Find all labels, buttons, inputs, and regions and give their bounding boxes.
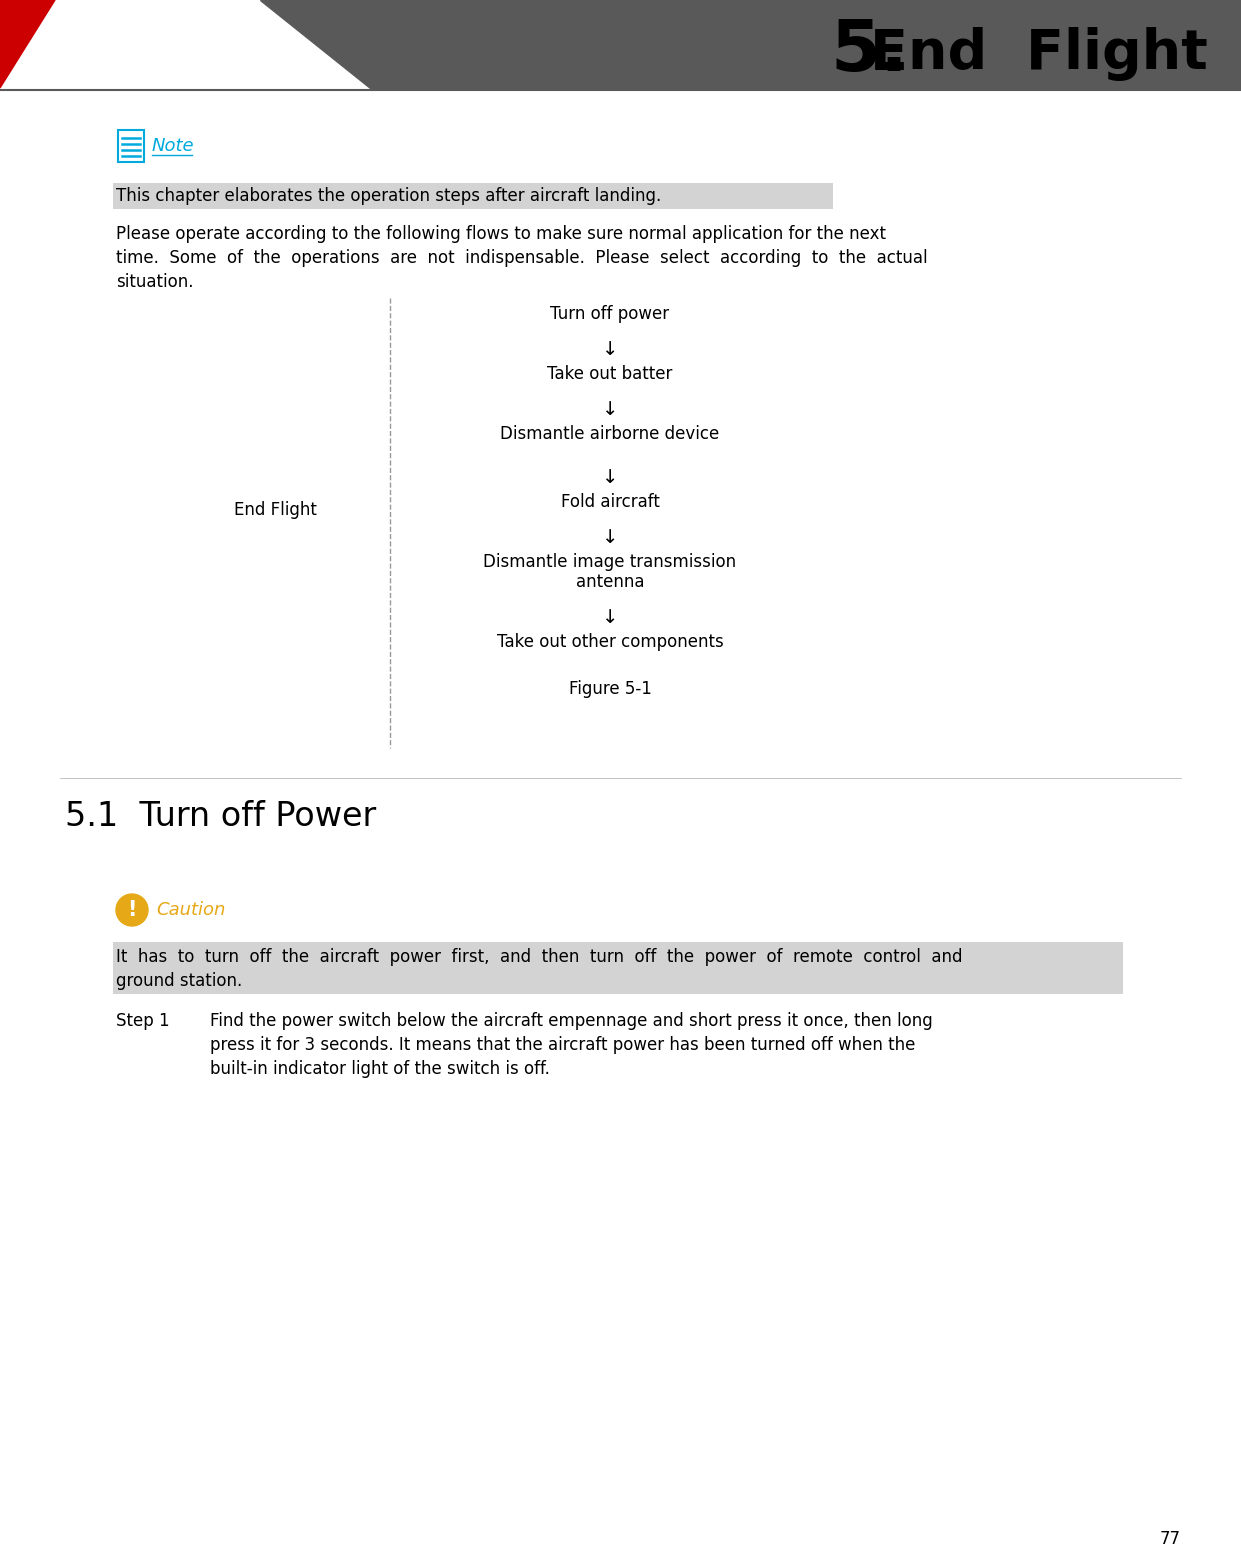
Text: 5.1  Turn off Power: 5.1 Turn off Power bbox=[65, 800, 376, 833]
Text: ↓: ↓ bbox=[602, 608, 618, 626]
Text: Fold aircraft: Fold aircraft bbox=[561, 493, 659, 511]
Text: Figure 5-1: Figure 5-1 bbox=[568, 680, 652, 698]
Text: End Flight: End Flight bbox=[233, 501, 316, 518]
Text: Please operate according to the following flows to make sure normal application : Please operate according to the followin… bbox=[115, 226, 886, 243]
Polygon shape bbox=[0, 0, 55, 88]
Text: ground station.: ground station. bbox=[115, 972, 242, 990]
Text: ↓: ↓ bbox=[602, 468, 618, 487]
Text: Caution: Caution bbox=[156, 900, 226, 919]
Text: End  Flight: End Flight bbox=[870, 27, 1207, 81]
Text: 77: 77 bbox=[1160, 1530, 1181, 1549]
Text: This chapter elaborates the operation steps after aircraft landing.: This chapter elaborates the operation st… bbox=[115, 186, 661, 205]
Text: Dismantle image transmission: Dismantle image transmission bbox=[484, 553, 737, 572]
Text: Note: Note bbox=[151, 136, 195, 155]
Circle shape bbox=[115, 894, 148, 926]
Text: built-in indicator light of the switch is off.: built-in indicator light of the switch i… bbox=[210, 1060, 550, 1077]
Text: Dismantle airborne device: Dismantle airborne device bbox=[500, 424, 720, 443]
Text: ↓: ↓ bbox=[602, 528, 618, 547]
Polygon shape bbox=[261, 0, 1241, 88]
Text: Turn off power: Turn off power bbox=[551, 305, 670, 323]
Text: Take out other components: Take out other components bbox=[496, 633, 724, 651]
Text: time.  Some  of  the  operations  are  not  indispensable.  Please  select  acco: time. Some of the operations are not ind… bbox=[115, 249, 927, 266]
Text: 5.: 5. bbox=[830, 17, 907, 86]
Bar bbox=[113, 183, 833, 208]
Text: Step 1: Step 1 bbox=[115, 1012, 170, 1030]
Bar bbox=[113, 943, 1123, 994]
Text: Take out batter: Take out batter bbox=[547, 365, 673, 384]
Text: ↓: ↓ bbox=[602, 399, 618, 420]
Text: It  has  to  turn  off  the  aircraft  power  first,  and  then  turn  off  the : It has to turn off the aircraft power fi… bbox=[115, 947, 963, 966]
Text: Find the power switch below the aircraft empennage and short press it once, then: Find the power switch below the aircraft… bbox=[210, 1012, 933, 1030]
Text: ↓: ↓ bbox=[602, 340, 618, 359]
Text: antenna: antenna bbox=[576, 573, 644, 590]
Text: press it for 3 seconds. It means that the aircraft power has been turned off whe: press it for 3 seconds. It means that th… bbox=[210, 1037, 916, 1054]
Text: situation.: situation. bbox=[115, 272, 194, 291]
Text: !: ! bbox=[128, 900, 137, 919]
Bar bbox=[118, 130, 144, 161]
